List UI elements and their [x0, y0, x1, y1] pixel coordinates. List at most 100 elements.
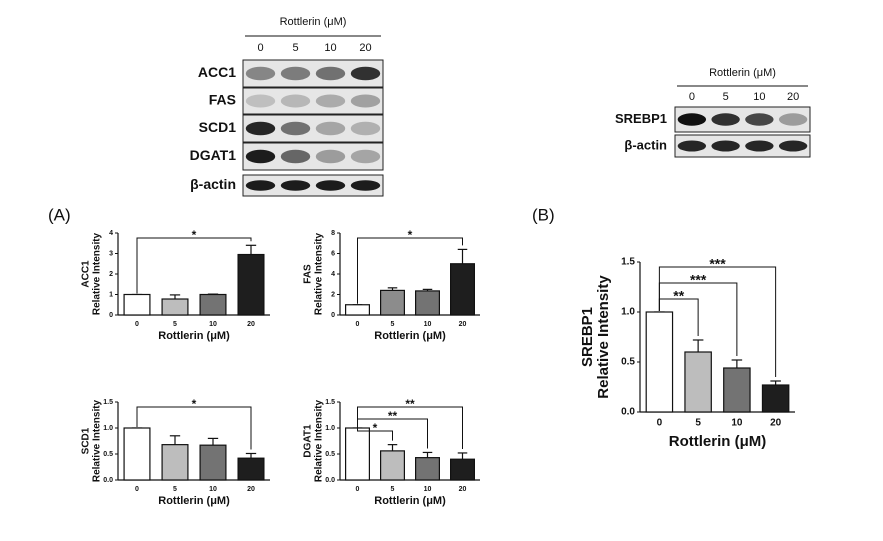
y-axis-label: Relative Intensity — [92, 232, 103, 315]
y-axis-label: ACC1 — [81, 260, 92, 288]
y-tick-label: 3 — [109, 250, 113, 257]
panel-label: (B) — [532, 205, 555, 224]
significance-bracket — [136, 237, 252, 294]
lane-label: 0 — [689, 91, 695, 103]
lane-label: 5 — [723, 91, 729, 103]
bar — [161, 444, 189, 481]
significance-label: ** — [673, 288, 684, 304]
y-tick-label: 0.5 — [103, 451, 113, 458]
panel-label: (A) — [48, 205, 71, 224]
x-tick-label: 5 — [695, 418, 701, 429]
x-tick-label: 10 — [731, 418, 743, 429]
x-tick-label: 20 — [459, 321, 467, 328]
blot-band — [245, 180, 276, 191]
x-tick-label: 10 — [209, 321, 217, 328]
blot-band — [778, 140, 808, 152]
y-tick-label: 4 — [331, 271, 335, 278]
significance-label: ** — [405, 397, 415, 411]
significance-label: * — [408, 228, 413, 242]
lane-label: 20 — [359, 42, 371, 54]
significance-label: * — [192, 228, 197, 242]
blot-strip — [674, 134, 811, 158]
significance-bracket — [357, 237, 463, 304]
blot-title: Rottlerin (μM) — [280, 16, 347, 28]
blot-band — [280, 180, 311, 191]
y-tick-label: 1.5 — [325, 399, 335, 406]
blot-band — [711, 113, 740, 126]
blot-strip — [242, 174, 384, 197]
y-axis-label: Relative Intensity — [595, 275, 612, 399]
lane-label: 20 — [787, 91, 799, 103]
x-tick-label: 5 — [391, 486, 395, 493]
blot-band — [315, 94, 346, 108]
y-tick-label: 1.5 — [103, 399, 113, 406]
y-tick-label: 1.0 — [621, 307, 635, 318]
x-tick-label: 0 — [135, 486, 139, 493]
blot-row-label: DGAT1 — [190, 147, 237, 163]
bar — [161, 298, 189, 316]
blot-band — [280, 121, 311, 136]
blot-row-label: FAS — [209, 92, 236, 108]
blot-band — [350, 149, 381, 164]
significance-bracket — [658, 266, 777, 377]
blot-band — [280, 149, 311, 164]
blot-band — [745, 140, 774, 152]
bar — [415, 290, 441, 316]
significance-bracket — [357, 427, 393, 441]
blot-band — [711, 140, 740, 152]
x-tick-label: 10 — [209, 486, 217, 493]
y-tick-label: 8 — [331, 230, 335, 237]
blot-row-label: β-actin — [624, 137, 667, 152]
bar — [761, 384, 790, 413]
y-tick-label: 0.0 — [325, 477, 335, 484]
bar — [380, 289, 406, 316]
y-tick-label: 0.0 — [103, 477, 113, 484]
blot-row-label: β-actin — [190, 176, 236, 192]
significance-bracket — [357, 406, 463, 449]
y-tick-label: 2 — [109, 271, 113, 278]
significance-label: *** — [709, 256, 726, 272]
blot-band — [778, 113, 808, 126]
blot-band — [745, 113, 774, 126]
blot-row-label: ACC1 — [198, 64, 236, 80]
x-tick-label: 0 — [135, 321, 139, 328]
blot-title: Rottlerin (μM) — [709, 67, 776, 79]
y-axis-label: SCD1 — [81, 427, 92, 454]
lane-label: 5 — [292, 42, 298, 54]
x-tick-label: 0 — [356, 486, 360, 493]
x-tick-label: 5 — [173, 486, 177, 493]
lane-label: 10 — [753, 91, 765, 103]
bar — [199, 293, 227, 316]
lane-label: 0 — [257, 42, 263, 54]
x-tick-label: 5 — [173, 321, 177, 328]
blot-band — [315, 180, 346, 191]
y-tick-label: 0 — [331, 312, 335, 319]
bar — [123, 427, 151, 481]
bar — [450, 263, 476, 316]
bar — [450, 458, 476, 481]
bar — [199, 444, 227, 481]
x-tick-label: 20 — [247, 321, 255, 328]
y-tick-label: 2 — [331, 291, 335, 298]
blot-band — [315, 66, 346, 81]
y-tick-label: 0.5 — [621, 357, 635, 368]
y-axis-label: FAS — [303, 264, 314, 284]
blot-band — [280, 66, 311, 81]
blot-band — [245, 94, 276, 108]
y-tick-label: 0 — [109, 312, 113, 319]
bar — [723, 367, 751, 413]
y-axis-label: Relative Intensity — [314, 232, 325, 315]
y-tick-label: 0.5 — [325, 451, 335, 458]
blot-band — [350, 66, 381, 81]
lane-label: 10 — [324, 42, 336, 54]
x-axis-label: Rottlerin (μM) — [158, 330, 230, 342]
significance-label: * — [192, 397, 197, 411]
blot-strip — [242, 87, 384, 115]
y-tick-label: 1 — [109, 291, 113, 298]
significance-label: * — [373, 421, 378, 435]
x-axis-label: Rottlerin (μM) — [374, 330, 446, 342]
blot-band — [280, 94, 311, 108]
blot-band — [677, 140, 707, 152]
x-tick-label: 20 — [247, 486, 255, 493]
